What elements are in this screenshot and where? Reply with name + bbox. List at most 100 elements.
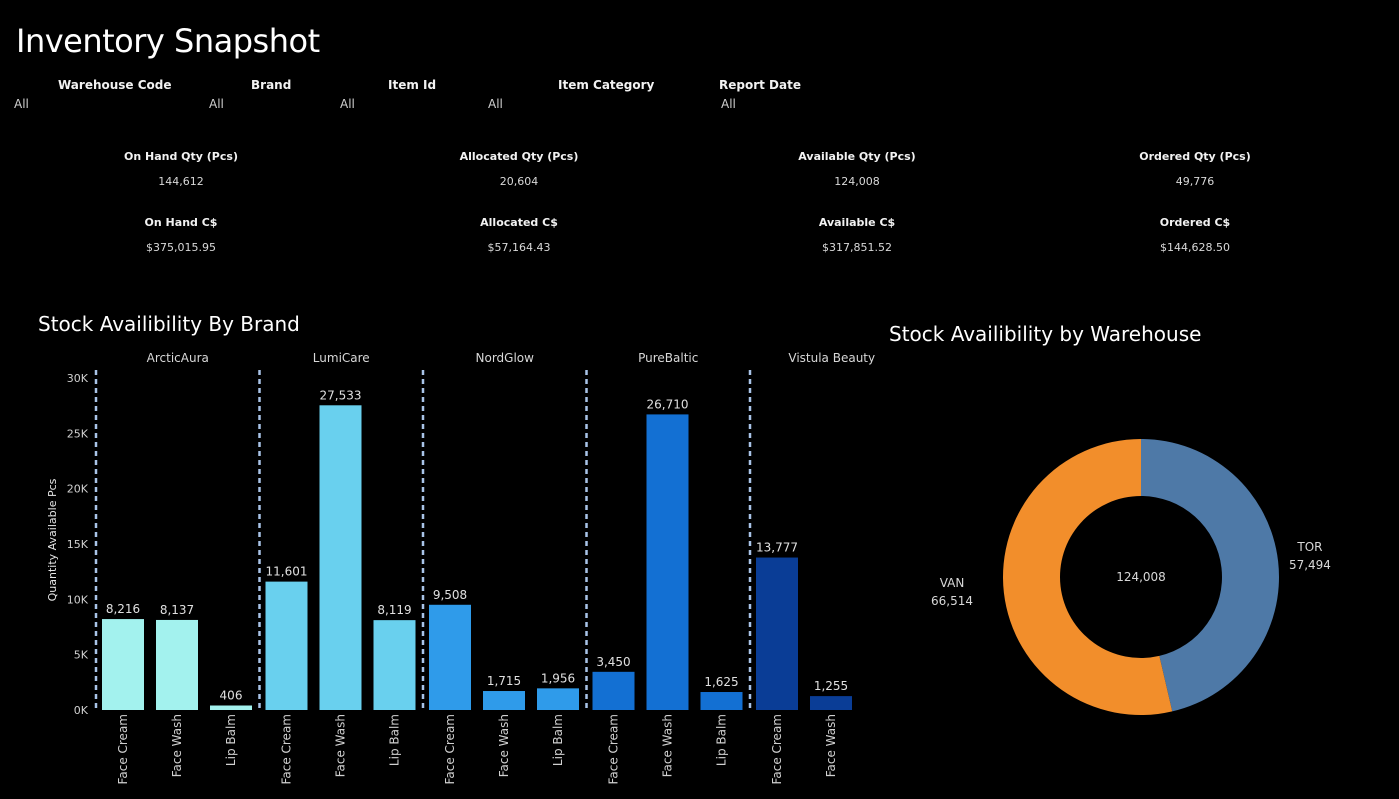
- brand-header: LumiCare: [313, 351, 370, 365]
- bar: [373, 620, 416, 710]
- bar: [646, 414, 689, 710]
- x-tick-label: Lip Balm: [551, 714, 565, 766]
- bar: [265, 581, 308, 710]
- filter-value[interactable]: All: [721, 97, 736, 111]
- bar: [429, 604, 471, 710]
- kpi-available-qty: Available Qty (Pcs) 124,008: [707, 150, 1007, 188]
- kpi-label: On Hand C$: [144, 216, 218, 229]
- bar: [319, 405, 362, 710]
- y-tick-label: 15K: [67, 538, 89, 551]
- bar-value-label: 26,710: [647, 397, 689, 411]
- kpi-label: On Hand Qty (Pcs): [124, 150, 238, 163]
- bar-chart: Quantity Available Pcs 0K 5K 10K 15K 20K 25K 30…: [46, 351, 875, 784]
- x-tick-label: Face Wash: [497, 714, 511, 777]
- y-tick-label: 20K: [67, 483, 89, 496]
- kpi-ordered-value: Ordered C$ $144,628.50: [1045, 216, 1345, 254]
- kpi-label: Allocated C$: [480, 216, 558, 229]
- y-tick-label: 30K: [67, 372, 89, 385]
- y-tick-label: 5K: [74, 649, 89, 662]
- x-tick-label: Face Cream: [116, 714, 130, 784]
- kpi-ordered-qty: Ordered Qty (Pcs) 49,776: [1045, 150, 1345, 188]
- y-tick-label: 10K: [67, 593, 89, 606]
- filter-value[interactable]: All: [14, 97, 29, 111]
- x-tick-label: Face Cream: [280, 714, 294, 784]
- kpi-label: Available Qty (Pcs): [798, 150, 916, 163]
- donut-chart-title: Stock Availibility by Warehouse: [889, 322, 1202, 346]
- bar-chart-title: Stock Availibility By Brand: [38, 312, 300, 336]
- bar: [210, 705, 252, 710]
- slice-name-label: VAN: [940, 576, 965, 590]
- bar-value-label: 406: [220, 689, 243, 703]
- kpi-label: Allocated Qty (Pcs): [459, 150, 579, 163]
- slice-value-label: 57,494: [1289, 558, 1331, 572]
- kpi-label: Ordered Qty (Pcs): [1139, 150, 1251, 163]
- brand-header: ArcticAura: [147, 351, 209, 365]
- bar-value-label: 8,216: [106, 602, 140, 616]
- filter-label: Brand: [251, 78, 292, 92]
- slice-value-label: 66,514: [931, 594, 973, 608]
- x-tick-label: Face Cream: [770, 714, 784, 784]
- bar: [102, 619, 144, 710]
- y-tick-label: 0K: [74, 704, 89, 717]
- bar-value-label: 8,137: [160, 603, 194, 617]
- kpi-value: 124,008: [834, 175, 880, 188]
- bar: [700, 692, 743, 710]
- donut-center-label: 124,008: [1116, 570, 1166, 584]
- bar: [483, 691, 525, 710]
- x-tick-label: Lip Balm: [715, 714, 729, 766]
- bar-value-label: 27,533: [320, 388, 362, 402]
- bar-value-label: 1,956: [541, 671, 575, 685]
- x-tick-label: Face Cream: [443, 714, 457, 784]
- filter-value[interactable]: All: [209, 97, 224, 111]
- kpi-value: 49,776: [1175, 175, 1215, 188]
- filter-label: Item Category: [558, 78, 655, 92]
- kpi-value: 144,612: [158, 175, 204, 188]
- y-tick-label: 25K: [67, 427, 89, 440]
- x-tick-label: Lip Balm: [224, 714, 238, 766]
- filter-value[interactable]: All: [340, 97, 355, 111]
- kpi-value: $144,628.50: [1160, 241, 1230, 254]
- x-tick-label: Face Wash: [170, 714, 184, 777]
- kpi-allocated-qty: Allocated Qty (Pcs) 20,604: [369, 150, 669, 188]
- kpi-allocated-value: Allocated C$ $57,164.43: [369, 216, 669, 254]
- bar: [592, 671, 635, 710]
- brand-header: NordGlow: [476, 351, 535, 365]
- kpi-on-hand-value: On Hand C$ $375,015.95: [31, 216, 331, 254]
- donut-slice: [1141, 439, 1280, 712]
- x-tick-label: Face Wash: [661, 714, 675, 777]
- x-tick-label: Face Wash: [334, 714, 348, 777]
- x-tick-label: Lip Balm: [388, 714, 402, 766]
- bar: [537, 688, 579, 710]
- brand-header: Vistula Beauty: [788, 351, 875, 365]
- bar-value-label: 1,255: [814, 679, 848, 693]
- page-title: Inventory Snapshot: [16, 22, 320, 60]
- x-tick-label: Face Cream: [607, 714, 621, 784]
- donut-chart: TOR 57,494 VAN 66,514 124,008: [931, 439, 1331, 715]
- kpi-value: $317,851.52: [822, 241, 892, 254]
- bar: [156, 619, 198, 710]
- filter-value[interactable]: All: [488, 97, 503, 111]
- filter-label: Item Id: [388, 78, 437, 92]
- bar-value-label: 13,777: [756, 541, 798, 555]
- x-tick-label: Face Wash: [824, 714, 838, 777]
- bar: [810, 696, 852, 710]
- bar-value-label: 11,601: [266, 565, 308, 579]
- bar-value-label: 3,450: [596, 655, 630, 669]
- kpi-on-hand-qty: On Hand Qty (Pcs) 144,612: [31, 150, 331, 188]
- bar: [756, 557, 798, 710]
- bar-value-label: 1,625: [704, 675, 738, 689]
- kpi-value: 20,604: [499, 175, 539, 188]
- slice-name-label: TOR: [1296, 540, 1322, 554]
- y-axis-label: Quantity Available Pcs: [46, 478, 59, 601]
- bar-value-label: 1,715: [487, 674, 521, 688]
- kpi-label: Ordered C$: [1159, 216, 1231, 229]
- kpi-value: $57,164.43: [487, 241, 551, 254]
- kpi-value: $375,015.95: [146, 241, 216, 254]
- donut-slice: [1003, 439, 1173, 715]
- kpi-available-value: Available C$ $317,851.52: [707, 216, 1007, 254]
- brand-header: PureBaltic: [638, 351, 698, 365]
- filter-label: Warehouse Code: [58, 78, 172, 92]
- kpi-label: Available C$: [818, 216, 896, 229]
- bar-value-label: 8,119: [377, 603, 411, 617]
- filter-label: Report Date: [719, 78, 801, 92]
